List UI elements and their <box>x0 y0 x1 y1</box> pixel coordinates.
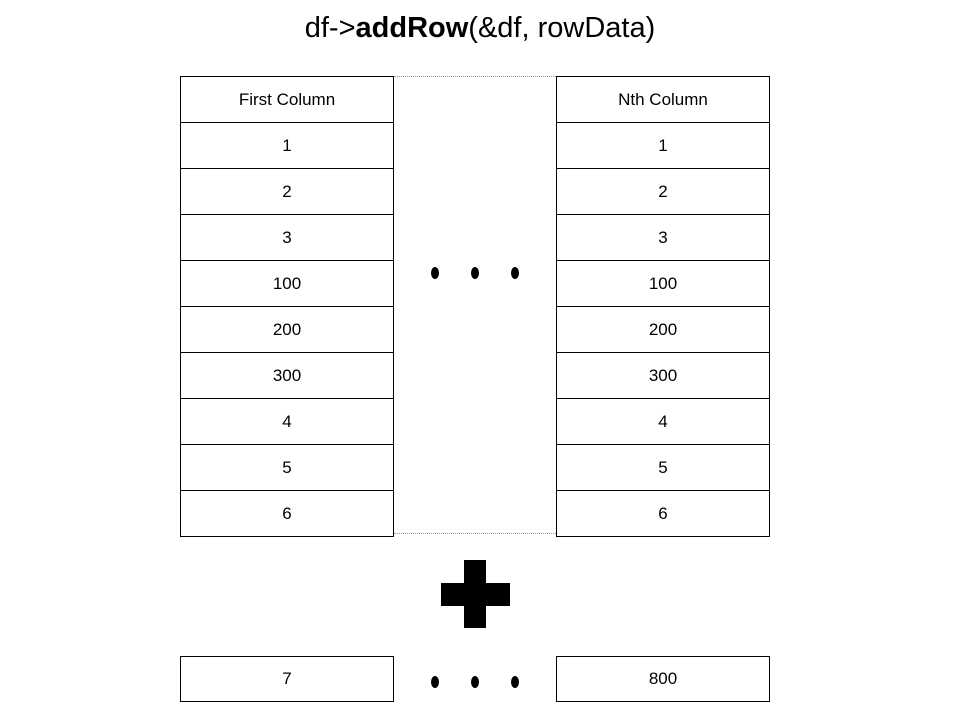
title-prefix: df-> <box>304 12 356 44</box>
ellipsis-dot <box>471 676 479 688</box>
table-cell: 6 <box>181 490 393 536</box>
table-cell: 1 <box>181 122 393 168</box>
title-args: (&df, rowData) <box>468 12 656 44</box>
table-cell: 200 <box>181 306 393 352</box>
table-cell: 2 <box>181 168 393 214</box>
diagram-title: df->addRow(&df, rowData) <box>0 8 960 48</box>
table-cell: 1 <box>557 122 769 168</box>
table-cell: 6 <box>557 490 769 536</box>
plus-icon-horizontal <box>441 583 510 606</box>
table-cell: 3 <box>557 214 769 260</box>
table-cell: 200 <box>557 306 769 352</box>
table-cell: 300 <box>181 352 393 398</box>
column-header: Nth Column <box>618 90 708 109</box>
new-row-nth-cell: 800 <box>556 656 770 702</box>
ellipsis-dot <box>511 267 519 279</box>
table-cell: 2 <box>557 168 769 214</box>
table-cell: 4 <box>181 398 393 444</box>
ellipsis-dot <box>511 676 519 688</box>
column-gap-frame <box>394 76 556 534</box>
table-cell: 4 <box>557 398 769 444</box>
table-cell: 5 <box>557 444 769 490</box>
column-header: First Column <box>238 90 336 109</box>
ellipsis-dot <box>471 267 479 279</box>
table-cell: 100 <box>181 260 393 306</box>
ellipsis-dot <box>431 267 439 279</box>
table-cell: 5 <box>181 444 393 490</box>
new-row-first-cell: 7 <box>180 656 394 702</box>
ellipsis-dot <box>431 676 439 688</box>
table-cell: 100 <box>557 260 769 306</box>
first-column: First Column 1 2 3 100 200 300 4 5 6 <box>180 76 394 537</box>
nth-column: Nth Column 1 2 3 100 200 300 4 5 6 <box>556 76 770 537</box>
table-cell: 3 <box>181 214 393 260</box>
table-cell: 300 <box>557 352 769 398</box>
title-method: addRow <box>355 12 469 44</box>
